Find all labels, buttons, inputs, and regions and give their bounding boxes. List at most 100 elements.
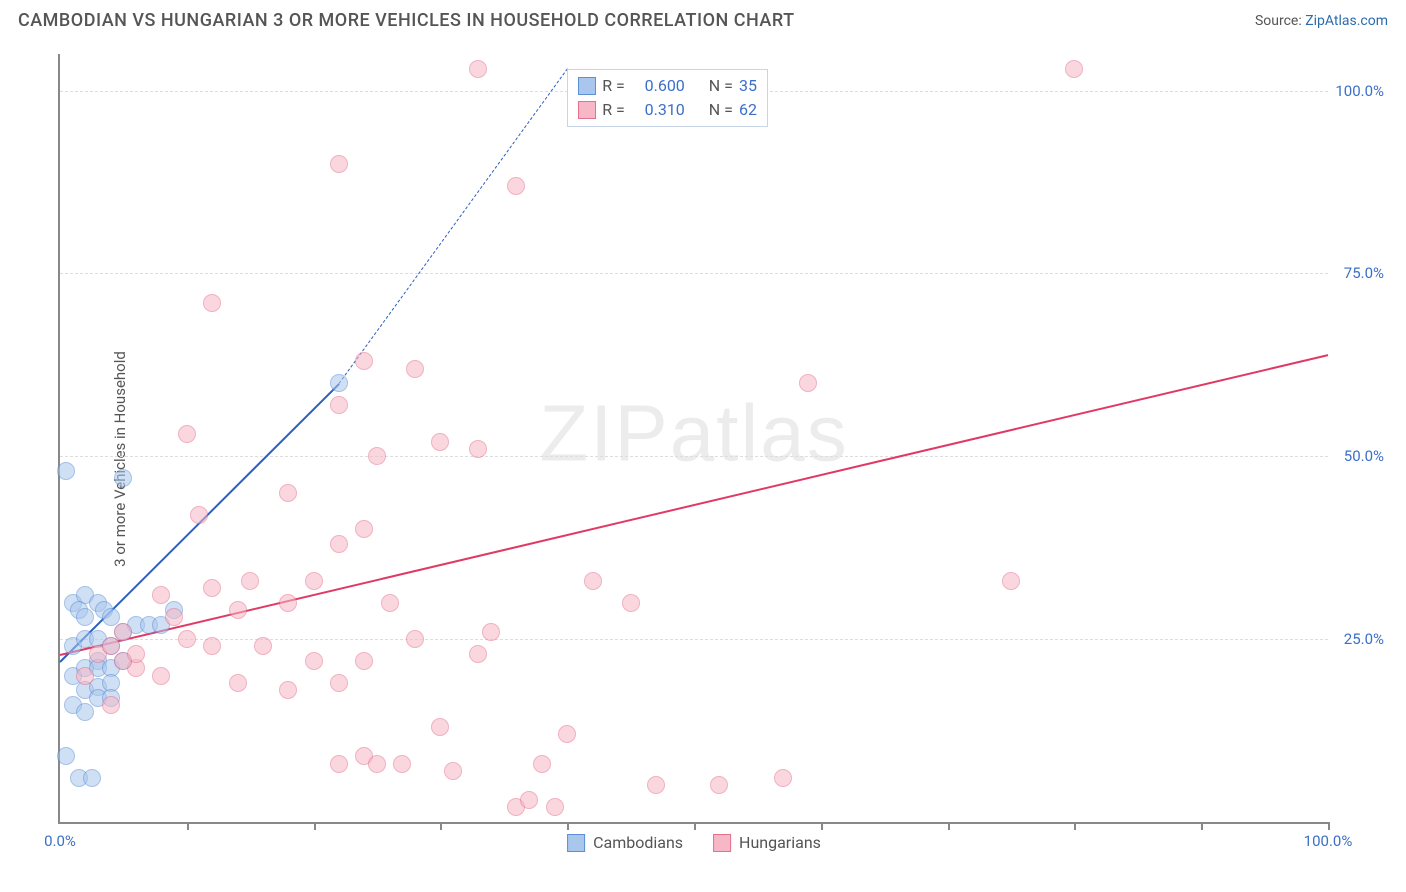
data-point — [482, 623, 500, 641]
y-tick-label: 75.0% — [1344, 264, 1384, 282]
x-tick — [1201, 822, 1203, 830]
y-tick-label: 25.0% — [1344, 630, 1384, 648]
data-point — [507, 177, 525, 195]
data-point — [165, 608, 183, 626]
data-point — [444, 762, 462, 780]
x-tick — [440, 822, 442, 830]
x-tick — [694, 822, 696, 830]
legend-label: Cambodians — [593, 833, 683, 852]
data-point — [203, 294, 221, 312]
legend-swatch — [578, 77, 596, 95]
data-point — [381, 594, 399, 612]
x-tick — [1074, 822, 1076, 830]
data-point — [710, 776, 728, 794]
data-point — [203, 637, 221, 655]
r-label: R = — [602, 100, 625, 119]
correlation-legend: R =0.600N =35R =0.310N =62 — [567, 69, 768, 127]
data-point — [102, 637, 120, 655]
data-point — [102, 696, 120, 714]
data-point — [57, 462, 75, 480]
data-point — [229, 601, 247, 619]
data-point — [305, 572, 323, 590]
series-legend: Cambodians Hungarians — [567, 833, 821, 852]
x-label-left: 0.0% — [44, 832, 76, 850]
data-point — [203, 579, 221, 597]
data-point — [584, 572, 602, 590]
n-label: N = — [709, 76, 733, 95]
source-label: Source: — [1255, 13, 1302, 29]
data-point — [1002, 572, 1020, 590]
legend-item: Cambodians — [567, 833, 683, 852]
data-point — [241, 572, 259, 590]
chart-title: CAMBODIAN VS HUNGARIAN 3 OR MORE VEHICLE… — [18, 10, 795, 31]
data-point — [355, 520, 373, 538]
legend-swatch — [578, 101, 596, 119]
data-point — [114, 469, 132, 487]
data-point — [330, 155, 348, 173]
legend-item: Hungarians — [713, 833, 821, 852]
data-point — [330, 374, 348, 392]
data-point — [330, 755, 348, 773]
data-point — [76, 703, 94, 721]
watermark: ZIPatlas — [539, 387, 848, 479]
data-point — [520, 791, 538, 809]
data-point — [152, 667, 170, 685]
data-point — [799, 374, 817, 392]
x-tick — [187, 822, 189, 830]
data-point — [305, 652, 323, 670]
data-point — [774, 769, 792, 787]
data-point — [1065, 60, 1083, 78]
data-point — [406, 360, 424, 378]
r-value: 0.310 — [631, 100, 685, 119]
trend-line — [339, 69, 568, 384]
data-point — [102, 608, 120, 626]
legend-label: Hungarians — [739, 833, 821, 852]
data-point — [431, 718, 449, 736]
source-attribution: Source: ZipAtlas.com — [1255, 13, 1388, 29]
chart-container: 3 or more Vehicles in Household ZIPatlas… — [18, 44, 1388, 874]
data-point — [57, 747, 75, 765]
legend-row: R =0.600N =35 — [578, 74, 757, 98]
data-point — [546, 798, 564, 816]
legend-swatch — [713, 834, 731, 852]
x-tick — [314, 822, 316, 830]
data-point — [76, 667, 94, 685]
chart-header: CAMBODIAN VS HUNGARIAN 3 OR MORE VEHICLE… — [0, 0, 1406, 37]
scatter-plot: ZIPatlas R =0.600N =35R =0.310N =62 Camb… — [58, 54, 1328, 824]
data-point — [330, 674, 348, 692]
source-link[interactable]: ZipAtlas.com — [1305, 13, 1388, 29]
data-point — [355, 652, 373, 670]
data-point — [355, 352, 373, 370]
data-point — [279, 594, 297, 612]
x-label-right: 100.0% — [1304, 832, 1353, 850]
y-tick-label: 100.0% — [1335, 82, 1384, 100]
data-point — [190, 506, 208, 524]
data-point — [83, 769, 101, 787]
legend-row: R =0.310N =62 — [578, 98, 757, 122]
x-tick — [821, 822, 823, 830]
x-tick — [567, 822, 569, 830]
data-point — [622, 594, 640, 612]
data-point — [279, 484, 297, 502]
gridline-h — [60, 639, 1328, 640]
data-point — [152, 586, 170, 604]
data-point — [229, 674, 247, 692]
data-point — [469, 645, 487, 663]
data-point — [368, 755, 386, 773]
x-tick — [948, 822, 950, 830]
data-point — [647, 776, 665, 794]
data-point — [558, 725, 576, 743]
gridline-h — [60, 273, 1328, 274]
data-point — [76, 608, 94, 626]
legend-swatch — [567, 834, 585, 852]
data-point — [431, 433, 449, 451]
n-label: N = — [709, 100, 733, 119]
x-tick — [1328, 822, 1330, 830]
data-point — [254, 637, 272, 655]
r-label: R = — [602, 76, 625, 95]
trend-line — [60, 354, 1328, 656]
data-point — [533, 755, 551, 773]
data-point — [406, 630, 424, 648]
data-point — [330, 535, 348, 553]
gridline-h — [60, 456, 1328, 457]
